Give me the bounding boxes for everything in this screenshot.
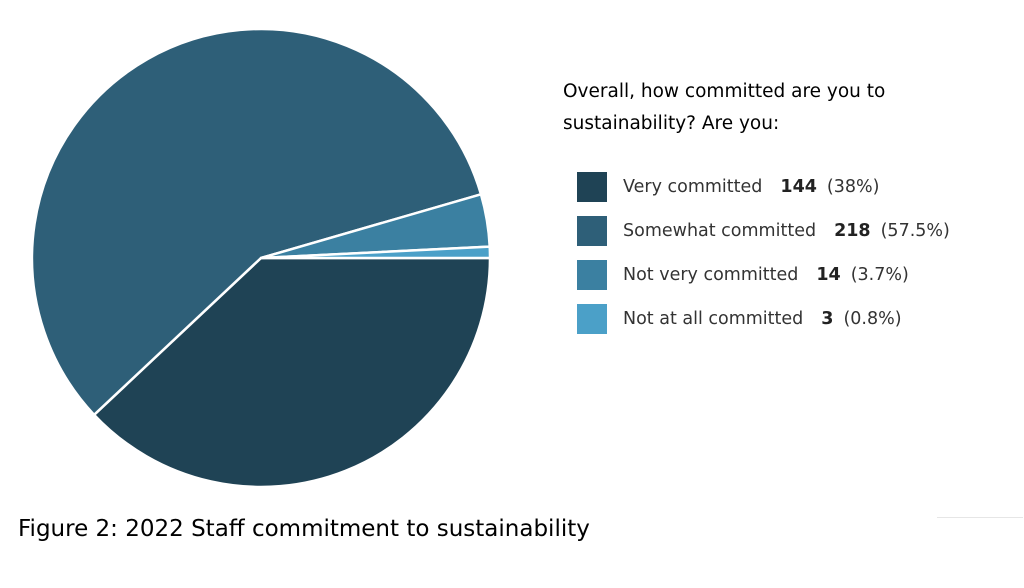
legend-label: Not at all committed (623, 309, 804, 329)
chart-question-line-2: sustainability? Are you: (563, 113, 780, 134)
chart-legend: Very committed 144 (38%) Somewhat commit… (577, 172, 950, 348)
legend-item-somewhat-committed: Somewhat committed 218 (57.5%) (577, 216, 950, 246)
legend-label: Not very committed (623, 265, 799, 285)
legend-swatch (577, 172, 607, 202)
pie-slice-not-at-all-committed (259, 245, 492, 260)
figure-caption: Figure 2: 2022 Staff commitment to susta… (18, 516, 590, 542)
legend-label: Very committed (623, 177, 763, 197)
divider (937, 517, 1023, 518)
legend-item-very-committed: Very committed 144 (38%) (577, 172, 950, 202)
legend-count: 14 (816, 265, 841, 285)
legend-count: 144 (780, 177, 817, 197)
legend-item-not-at-all-committed: Not at all committed 3 (0.8%) (577, 304, 950, 334)
pie-slice-somewhat-committed (30, 27, 483, 417)
legend-label: Somewhat committed (623, 221, 817, 241)
pie-chart (30, 27, 492, 489)
legend-percent: (0.8%) (843, 309, 902, 329)
chart-question: Overall, how committed are you to sustai… (563, 76, 983, 140)
chart-question-line-1: Overall, how committed are you to (563, 81, 886, 102)
legend-item-not-very-committed: Not very committed 14 (3.7%) (577, 260, 950, 290)
legend-percent: (57.5%) (880, 221, 950, 241)
legend-count: 3 (821, 309, 834, 329)
legend-percent: (38%) (826, 177, 880, 197)
legend-count: 218 (834, 221, 871, 241)
legend-percent: (3.7%) (850, 265, 909, 285)
pie-slice-very-committed (92, 256, 492, 489)
legend-swatch (577, 260, 607, 290)
legend-swatch (577, 216, 607, 246)
legend-swatch (577, 304, 607, 334)
